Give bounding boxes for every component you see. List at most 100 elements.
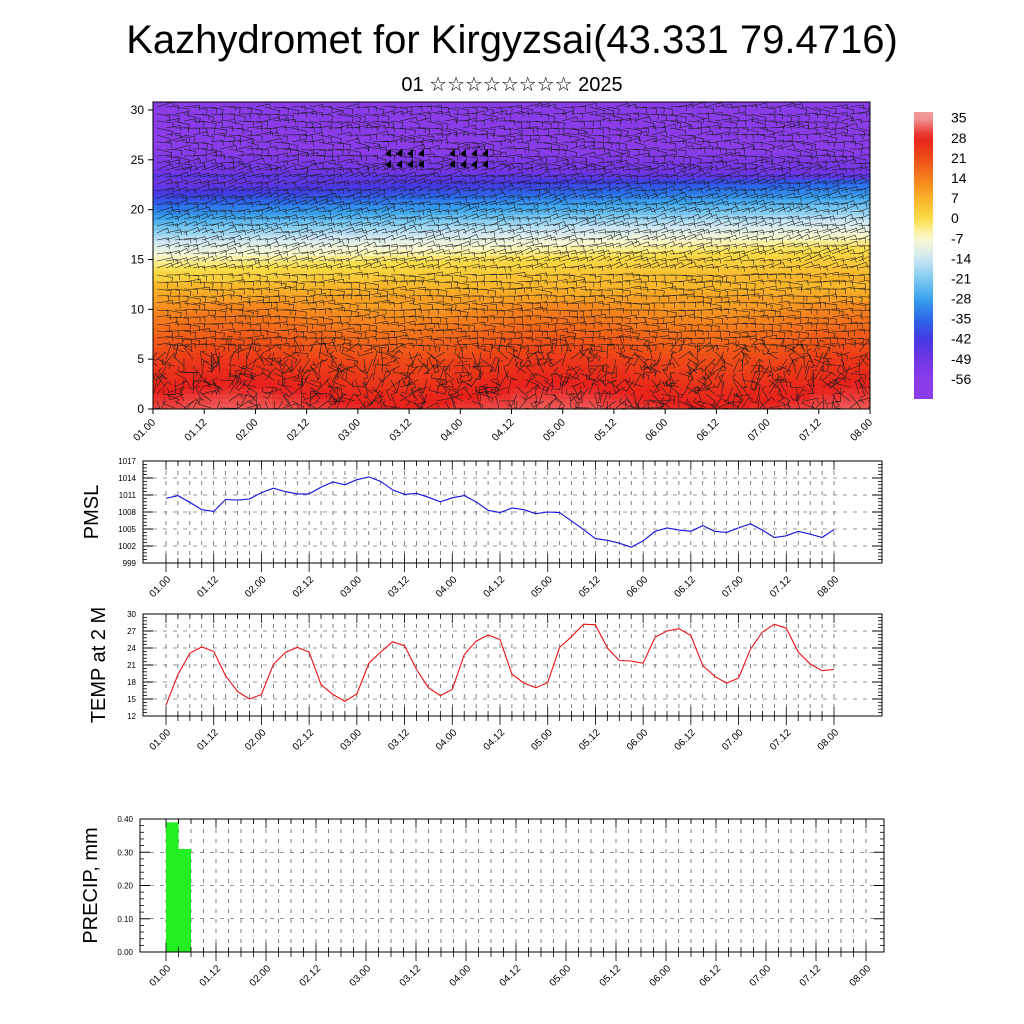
heatmap-cell <box>481 249 512 256</box>
heatmap-cell <box>660 234 692 241</box>
wind-barb <box>381 357 388 374</box>
heatmap-cell <box>242 377 273 384</box>
wind-barb <box>651 309 668 316</box>
heatmap-cell <box>600 316 632 323</box>
heatmap-cell <box>153 357 184 364</box>
heatmap-cell <box>660 208 692 216</box>
wind-barb <box>228 302 244 310</box>
heatmap-cell <box>212 111 244 118</box>
wind-barb <box>442 381 455 388</box>
heatmap-cell <box>421 347 453 354</box>
heatmap-cell <box>511 347 542 354</box>
wind-barb <box>570 316 585 324</box>
wind-barb <box>858 193 870 199</box>
heatmap-cell <box>690 188 722 195</box>
heatmap-cell <box>809 183 841 190</box>
wind-barb <box>687 400 694 409</box>
heatmap-cell <box>630 137 662 144</box>
wind-barb <box>561 106 575 113</box>
wind-barb <box>696 237 713 243</box>
wind-barb <box>786 155 799 164</box>
wind-barb <box>498 251 517 257</box>
wind-barb <box>471 400 484 409</box>
wind-barb <box>454 155 467 161</box>
heatmap-cell <box>301 147 333 154</box>
wind-barb <box>858 249 870 255</box>
wind-barb <box>480 264 498 270</box>
heatmap-cell <box>690 168 722 175</box>
wind-barb <box>822 215 836 221</box>
wind-barb <box>507 295 523 302</box>
wind-barb <box>687 180 706 186</box>
wind-barb <box>754 358 761 372</box>
heatmap-cell <box>540 244 572 251</box>
heatmap-cell <box>212 137 244 144</box>
wind-barb <box>777 140 793 146</box>
heatmap-cell <box>660 382 692 390</box>
wind-barb <box>678 309 695 316</box>
wind-barb <box>300 295 314 302</box>
wind-barb <box>363 120 380 130</box>
wind-barb <box>300 302 317 308</box>
wind-barb <box>732 315 750 321</box>
wind-barb <box>480 174 495 181</box>
heatmap-cell <box>242 157 273 164</box>
wind-barb <box>246 215 264 221</box>
wind-barb <box>489 330 503 339</box>
heatmap-cell <box>272 347 303 354</box>
wind-barb <box>219 343 236 350</box>
wind-barb <box>246 309 259 317</box>
heatmap-cell <box>750 326 781 333</box>
wind-barb <box>606 106 620 114</box>
wind-barb <box>544 281 557 287</box>
wind-barb <box>858 340 870 353</box>
wind-barb <box>516 247 534 255</box>
wind-barb <box>543 379 555 392</box>
wind-barb <box>426 172 440 178</box>
heatmap-cell <box>809 203 841 210</box>
wind-barb <box>660 141 676 149</box>
wind-barb <box>714 131 730 137</box>
heatmap-cell <box>660 290 692 297</box>
heatmap-cell <box>839 208 870 216</box>
wind-barb <box>779 380 788 395</box>
heatmap-cell <box>630 152 662 159</box>
wind-barb <box>219 184 237 192</box>
heatmap-cell <box>331 102 363 108</box>
wind-barb <box>651 113 668 121</box>
wind-barb <box>686 360 698 374</box>
wind-barb <box>588 294 606 301</box>
wind-barb <box>570 321 587 327</box>
heatmap-cell <box>182 142 214 149</box>
wind-barb <box>651 120 666 129</box>
wind-barb <box>408 144 426 150</box>
wind-barb <box>372 330 390 339</box>
heatmap-cell <box>690 203 722 210</box>
wind-barb <box>807 379 815 395</box>
wind-barb <box>480 358 495 373</box>
wind-barb <box>750 237 768 243</box>
wind-barb <box>732 294 749 300</box>
heatmap-cell <box>421 295 453 303</box>
wind-barb <box>174 187 189 193</box>
wind-barb <box>390 110 404 116</box>
wind-barb <box>255 148 269 156</box>
wind-barb <box>507 323 524 330</box>
wind-barb <box>579 237 595 244</box>
wind-barb <box>345 309 360 318</box>
wind-barb <box>651 280 667 286</box>
wind-barb <box>453 287 470 293</box>
wind-barb <box>795 337 812 344</box>
wind-barb <box>777 234 792 241</box>
wind-barb <box>777 102 796 109</box>
wind-barb <box>804 264 821 270</box>
wind-barb <box>813 233 832 241</box>
heatmap-cell <box>391 121 423 129</box>
heatmap-cell <box>301 168 333 175</box>
wind-barb <box>552 179 569 185</box>
heatmap-cell <box>511 316 542 323</box>
heatmap-cell <box>182 372 214 379</box>
wind-barb <box>813 187 829 193</box>
wind-barb <box>381 274 396 283</box>
heatmap-cell <box>242 234 273 241</box>
